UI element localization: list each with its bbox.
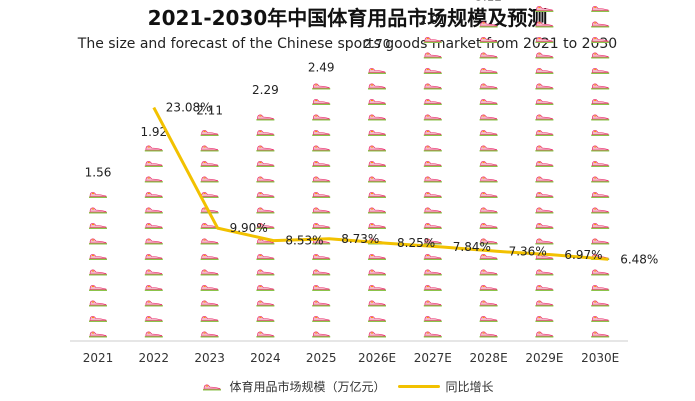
x-tick-2028E: 2028E	[470, 351, 508, 365]
x-tick-2022: 2022	[139, 351, 170, 365]
bar-2023	[200, 129, 220, 338]
growth-label-2030E: 6.48%	[620, 252, 658, 266]
bar-label-2022: 1.92	[140, 125, 167, 139]
legend: 体育用品市场规模（万亿元） 同比增长	[0, 378, 695, 395]
bar-2030E	[590, 5, 610, 338]
legend-item-market-size: 体育用品市场规模（万亿元）	[201, 378, 386, 395]
legend-label-growth: 同比增长	[445, 380, 494, 394]
x-tick-2024: 2024	[250, 351, 281, 365]
bar-2021	[88, 191, 108, 338]
growth-label-2022: 23.08%	[166, 101, 212, 115]
x-tick-2023: 2023	[194, 351, 225, 365]
x-tick-2027E: 2027E	[414, 351, 452, 365]
legend-item-growth: 同比增长	[397, 378, 494, 395]
growth-label-2028E: 7.36%	[509, 244, 547, 258]
sneaker-icon	[202, 383, 222, 391]
legend-line-swatch	[397, 385, 440, 388]
bar-label-2028E: 3.12	[475, 0, 502, 3]
bar-label-2021: 1.56	[85, 166, 112, 180]
x-axis-tick-labels: 2021 2022 2023 2024 2025 2026E 2027E 2028E 2029E…	[83, 351, 620, 365]
bar-label-2027E: 2.91	[419, 13, 446, 27]
bar-label-2024: 2.29	[252, 83, 279, 97]
x-tick-2030E: 2030E	[581, 351, 619, 365]
bar-2022	[144, 145, 164, 338]
bar-2028E	[479, 21, 499, 338]
bar-2029E	[534, 5, 554, 338]
bar-2027E	[423, 36, 443, 338]
x-tick-2029E: 2029E	[525, 351, 563, 365]
bar-2026E	[367, 67, 387, 338]
x-tick-2021: 2021	[83, 351, 114, 365]
x-tick-2026E: 2026E	[358, 351, 396, 365]
growth-label-2029E: 6.97%	[564, 248, 602, 262]
legend-label-market-size: 体育用品市场规模（万亿元）	[229, 380, 386, 394]
growth-line	[152, 106, 609, 261]
bar-label-2023: 2.11	[196, 104, 223, 118]
growth-label-2025: 8.73%	[341, 232, 379, 246]
bar-label-2026E: 2.70	[364, 37, 391, 51]
growth-label-2026E: 8.25%	[397, 236, 435, 250]
bar-value-labels: 1.561.922.112.292.492.702.913.123.343.55	[85, 0, 502, 180]
growth-label-2023: 9.90%	[230, 221, 268, 235]
bar-2025	[311, 83, 331, 338]
growth-value-labels: 23.08% 9.90% 8.53% 8.73% 8.25% 7.84% 7.36% 6.97…	[166, 101, 659, 267]
growth-label-2024: 8.53%	[285, 234, 323, 248]
x-tick-2025: 2025	[306, 351, 337, 365]
growth-label-2027E: 7.84%	[453, 240, 491, 254]
bar-series	[88, 5, 610, 338]
bar-label-2025: 2.49	[308, 61, 335, 75]
